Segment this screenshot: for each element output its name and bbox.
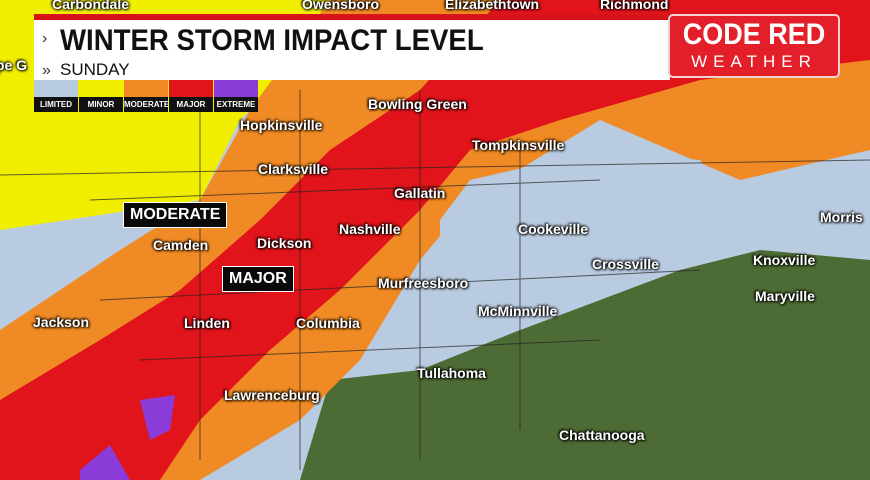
- city-label: Jackson: [33, 314, 90, 330]
- city-label: Dickson: [257, 235, 312, 251]
- moderate-annotation: MODERATE: [123, 202, 228, 228]
- city-label: Morris: [820, 209, 863, 225]
- legend-label: LIMITED: [34, 97, 78, 112]
- legend-label: EXTREME: [214, 97, 258, 112]
- city-label: Chattanooga: [559, 427, 645, 443]
- page-subtitle: SUNDAY: [60, 60, 130, 79]
- city-label: Tullahoma: [417, 365, 486, 381]
- double-chevron-icon: »: [42, 62, 51, 79]
- terrain-region: [300, 250, 870, 480]
- code-red-weather-logo: CODE RED WEATHER: [668, 14, 840, 78]
- city-label: Clarksville: [258, 161, 329, 177]
- limited-region: [440, 150, 740, 330]
- city-label: Columbia: [296, 315, 360, 331]
- city-label: Murfreesboro: [378, 275, 469, 291]
- legend-swatch: [214, 80, 258, 97]
- extreme-region: [80, 395, 175, 480]
- title-banner: › WINTER STORM IMPACT LEVEL » SUNDAY: [34, 14, 670, 80]
- city-label: Crossville: [592, 256, 659, 272]
- legend-swatch: [169, 80, 213, 97]
- legend-label: MINOR: [79, 97, 123, 112]
- city-label: Hopkinsville: [240, 117, 323, 133]
- logo-line1: CODE RED: [682, 18, 826, 51]
- legend-label: MODERATE: [124, 97, 169, 112]
- chevron-right-icon: ›: [42, 30, 48, 47]
- legend-swatch: [124, 80, 168, 97]
- city-label: Tompkinsville: [472, 137, 565, 153]
- impact-legend: LIMITED MINOR MODERATE MAJOR EXTREME: [34, 80, 258, 112]
- city-label: Nashville: [339, 221, 401, 237]
- county-lines: [0, 90, 870, 470]
- city-label: Knoxville: [753, 252, 816, 268]
- legend-label: MAJOR: [169, 97, 213, 112]
- city-label: Carbondale: [52, 0, 130, 12]
- city-label: Richmond: [600, 0, 669, 12]
- city-label: Elizabethtown: [445, 0, 540, 12]
- major-annotation: MAJOR: [222, 266, 294, 292]
- city-label: Owensboro: [302, 0, 380, 12]
- city-label: Lawrenceburg: [224, 387, 320, 403]
- city-label: Bowling Green: [368, 96, 467, 112]
- city-label: Camden: [153, 237, 209, 253]
- city-label: Cape G: [0, 57, 28, 73]
- page-title: WINTER STORM IMPACT LEVEL: [60, 24, 484, 57]
- city-label: Linden: [184, 315, 230, 331]
- city-label: Maryville: [755, 288, 815, 304]
- city-label: McMinnville: [478, 303, 558, 319]
- city-label: Cookeville: [518, 221, 589, 237]
- legend-swatch: [79, 80, 123, 97]
- legend-swatch: [34, 80, 78, 97]
- city-label: Gallatin: [394, 185, 446, 201]
- logo-line2: WEATHER: [691, 52, 817, 71]
